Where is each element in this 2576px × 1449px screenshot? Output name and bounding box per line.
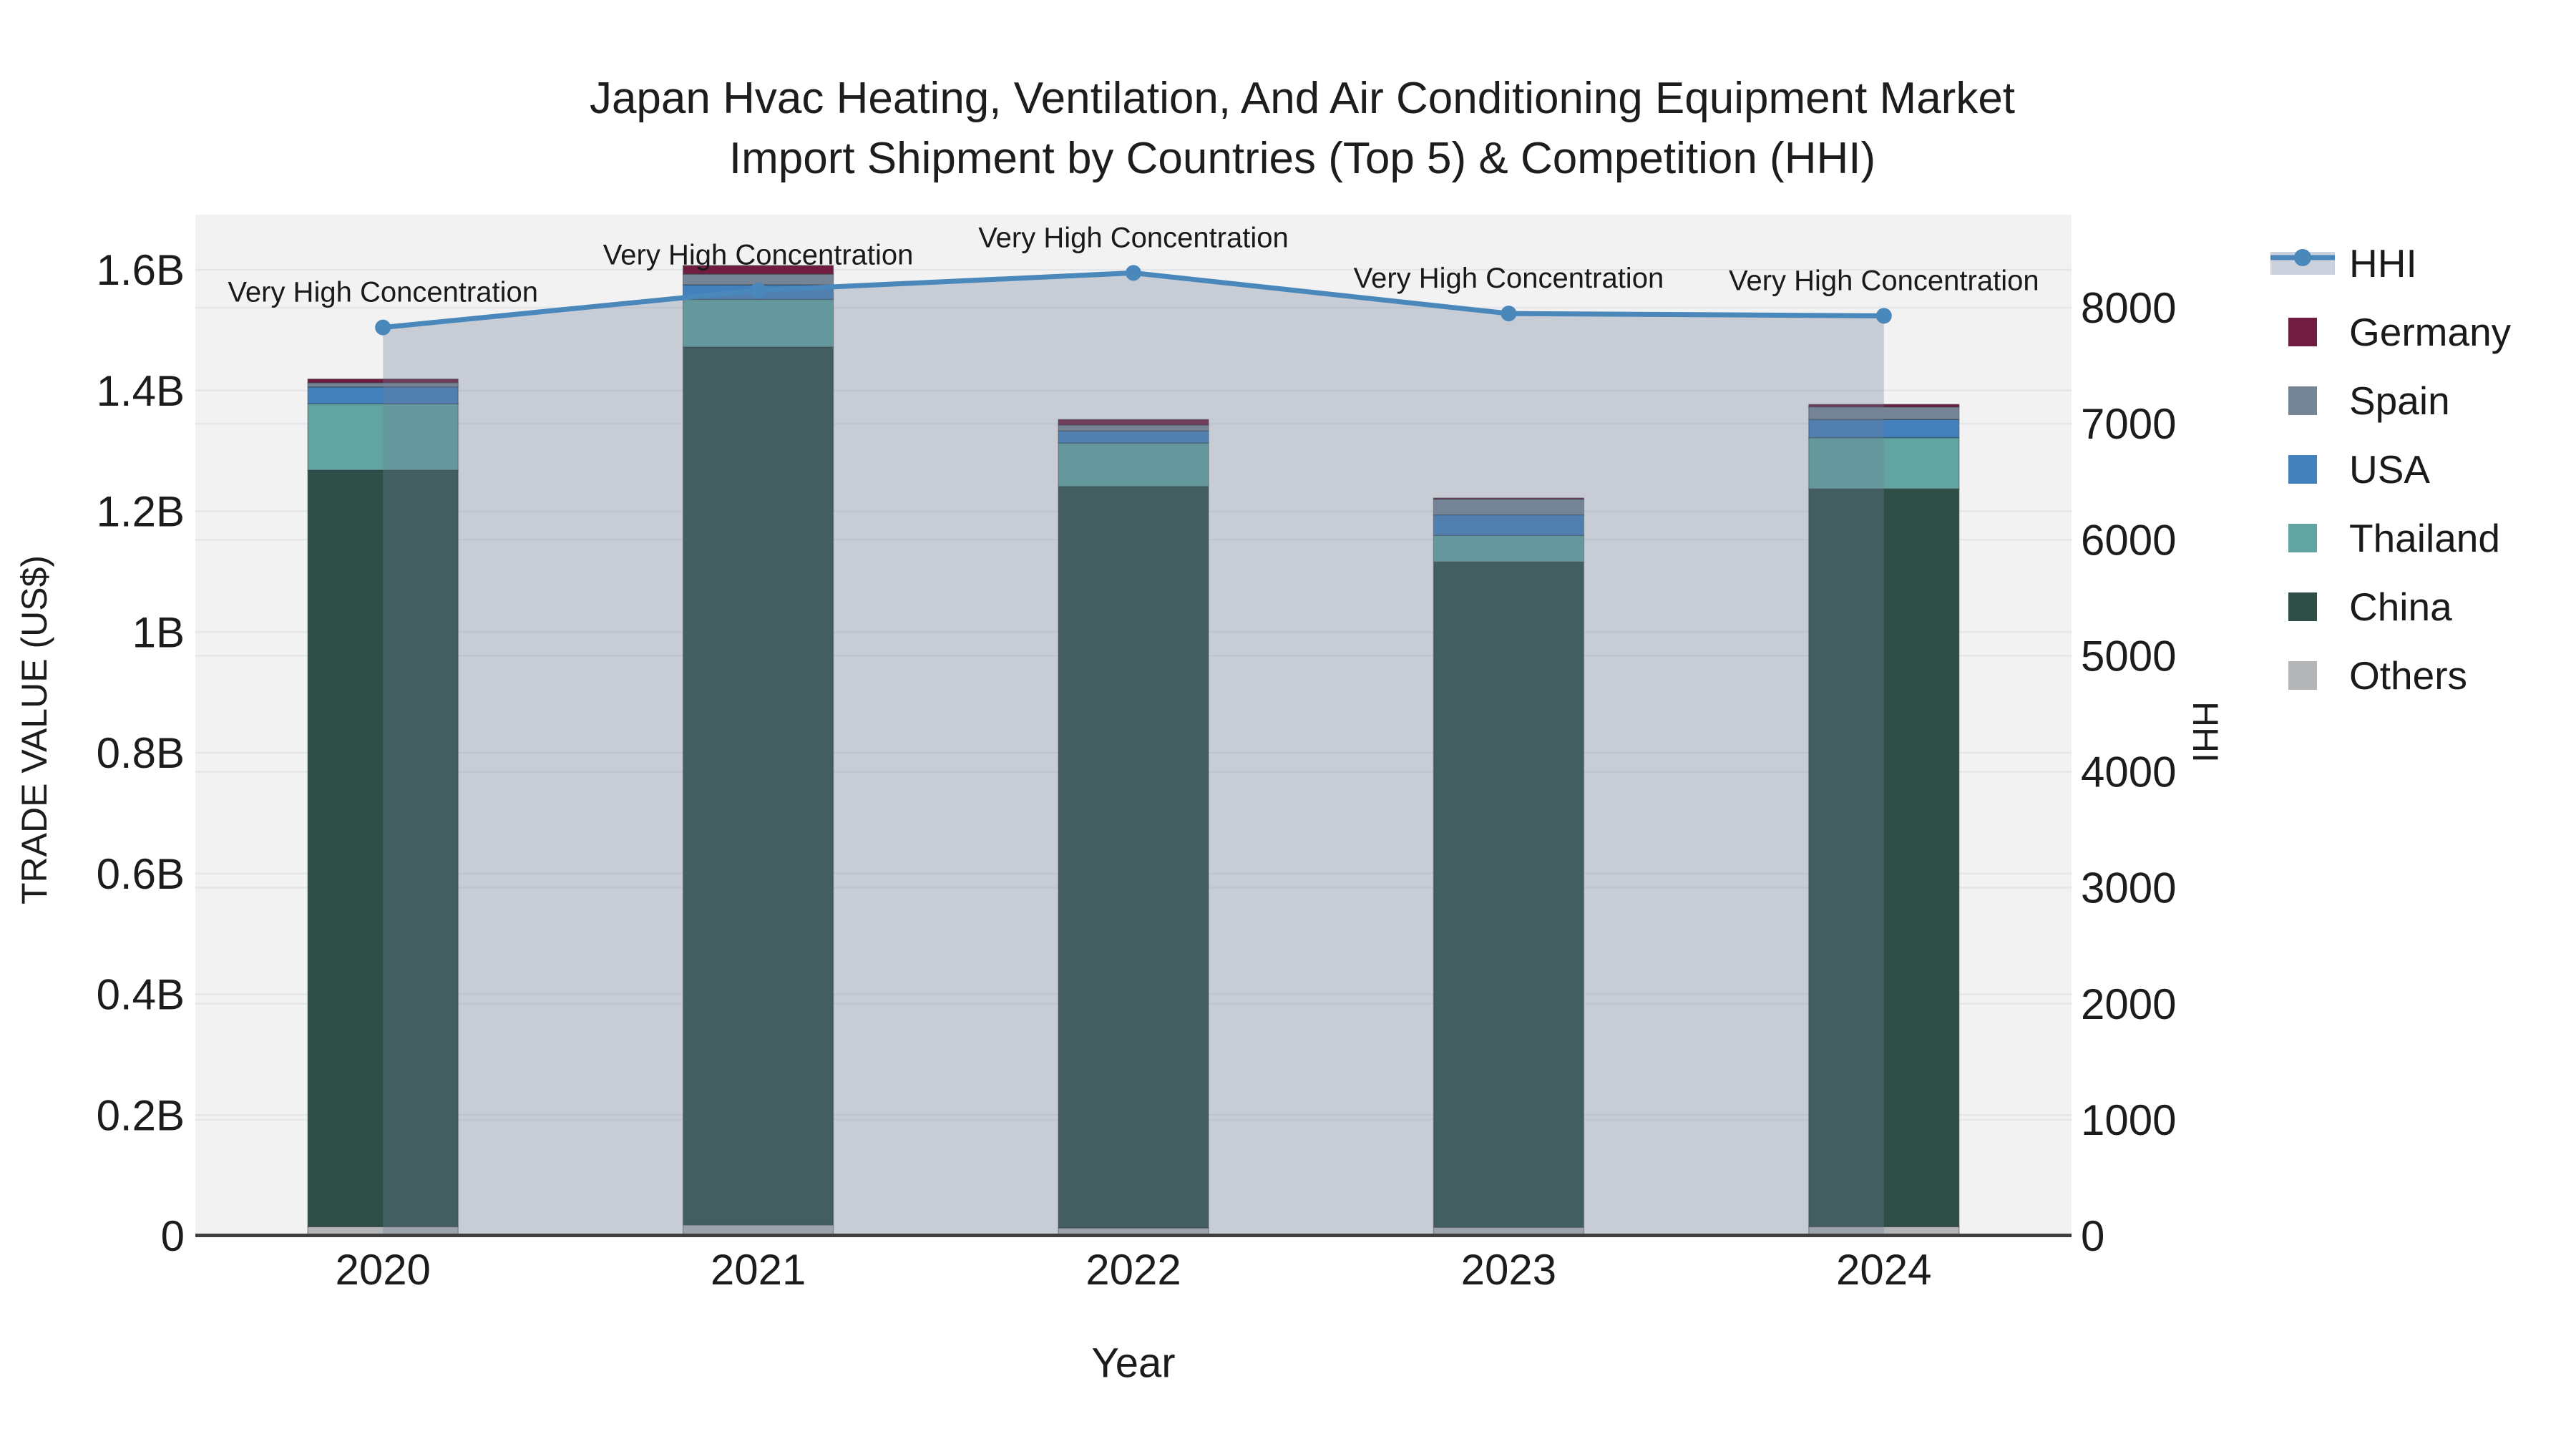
y-left-tick-0.4B: 0.4B <box>97 971 185 1019</box>
bar-segment-2023-germany[interactable] <box>1433 497 1585 500</box>
legend: HHI Germany Spain USA Thailand China Others <box>2270 0 2571 1449</box>
y-left-tick-1.6B: 1.6B <box>97 246 185 294</box>
legend-item-germany[interactable]: Germany <box>2270 298 2511 366</box>
bar-segment-2024-germany[interactable] <box>1808 404 1960 408</box>
x-tick-2020: 2020 <box>335 1246 430 1294</box>
y-left-tick-0.6B: 0.6B <box>97 850 185 898</box>
legend-item-thailand[interactable]: Thailand <box>2270 504 2500 572</box>
y-right-tick-8000: 8000 <box>2081 284 2176 332</box>
y-left-tick-1.2B: 1.2B <box>97 488 185 536</box>
chart-title: Japan Hvac Heating, Ventilation, And Air… <box>590 69 2015 189</box>
chart-title-line2: Import Shipment by Countries (Top 5) & C… <box>728 134 1876 183</box>
y-right-tick-2000: 2000 <box>2081 980 2176 1028</box>
legend-item-china[interactable]: China <box>2270 572 2452 641</box>
bar-segment-2021-germany[interactable] <box>682 265 834 275</box>
y-left-tick-1.4B: 1.4B <box>97 367 185 415</box>
x-axis-line <box>195 1234 2072 1237</box>
hhi-marker-2021[interactable] <box>750 282 766 298</box>
y-axis-title-right: HHI <box>2185 701 2225 763</box>
annotation-2023: Very High Concentration <box>1354 263 1664 294</box>
legend-swatch-icon-usa <box>2288 455 2317 484</box>
annotation-2022: Very High Concentration <box>978 222 1289 253</box>
legend-swatch-icon-germany <box>2288 318 2317 346</box>
annotation-2024: Very High Concentration <box>1729 265 2039 296</box>
y-right-tick-4000: 4000 <box>2081 748 2176 796</box>
legend-item-usa[interactable]: USA <box>2270 435 2430 504</box>
bar-segment-2022-germany[interactable] <box>1058 419 1209 426</box>
bar-segment-2022-china[interactable] <box>1058 486 1209 1229</box>
bar-segment-2023-china[interactable] <box>1433 561 1585 1228</box>
legend-label-hhi: HHI <box>2349 241 2417 286</box>
y-left-tick-0: 0 <box>161 1212 185 1260</box>
legend-swatch-icon-others <box>2288 661 2317 690</box>
legend-label-spain: Spain <box>2349 379 2450 423</box>
hhi-marker-2022[interactable] <box>1126 265 1141 281</box>
y-right-tick-5000: 5000 <box>2081 632 2176 680</box>
hhi-area-fill <box>383 273 1884 1236</box>
legend-swatch-icon-thailand <box>2288 524 2317 552</box>
y-left-tick-0.2B: 0.2B <box>97 1091 185 1139</box>
y-right-tick-1000: 1000 <box>2081 1096 2176 1144</box>
y-right-tick-0: 0 <box>2081 1212 2104 1260</box>
legend-swatch-icon-china <box>2288 592 2317 621</box>
legend-label-usa: USA <box>2349 447 2431 492</box>
y-left-tick-0.8B: 0.8B <box>97 729 185 777</box>
bar-segment-2023-usa[interactable] <box>1433 514 1585 536</box>
chart-title-line1: Japan Hvac Heating, Ventilation, And Air… <box>589 74 2016 123</box>
legend-label-others: Others <box>2349 653 2468 698</box>
x-axis-title: Year <box>1091 1340 1176 1387</box>
y-right-tick-3000: 3000 <box>2081 864 2176 912</box>
legend-item-spain[interactable]: Spain <box>2270 366 2450 435</box>
bar-segment-2022-thailand[interactable] <box>1058 442 1209 487</box>
bar-segment-2020-thailand[interactable] <box>307 403 459 471</box>
legend-item-hhi[interactable]: HHI <box>2270 229 2417 298</box>
y-right-tick-6000: 6000 <box>2081 516 2176 564</box>
hhi-line-swatch-icon <box>2270 249 2335 275</box>
bar-segment-2024-china[interactable] <box>1808 488 1960 1228</box>
x-tick-2024: 2024 <box>1836 1246 1931 1294</box>
bar-segment-2024-usa[interactable] <box>1808 419 1960 439</box>
annotation-2020: Very High Concentration <box>228 277 538 308</box>
legend-label-germany: Germany <box>2349 310 2512 354</box>
legend-label-thailand: Thailand <box>2349 516 2500 560</box>
legend-item-others[interactable]: Others <box>2270 641 2467 710</box>
x-tick-2021: 2021 <box>711 1246 806 1294</box>
bar-segment-2020-china[interactable] <box>307 469 459 1228</box>
legend-label-china: China <box>2349 585 2452 629</box>
annotation-2021: Very High Concentration <box>603 240 914 271</box>
bar-segment-2020-germany[interactable] <box>307 378 459 384</box>
y-left-tick-1B: 1B <box>132 608 185 656</box>
hhi-marker-2020[interactable] <box>375 319 391 336</box>
hhi-marker-2024[interactable] <box>1875 308 1892 324</box>
bar-segment-2021-china[interactable] <box>682 346 834 1226</box>
legend-swatch-icon-spain <box>2288 386 2317 415</box>
y-right-tick-7000: 7000 <box>2081 400 2176 448</box>
x-tick-2023: 2023 <box>1461 1246 1556 1294</box>
y-axis-title-left: TRADE VALUE (US$) <box>14 555 54 905</box>
hhi-marker-2023[interactable] <box>1501 306 1517 322</box>
x-tick-2022: 2022 <box>1085 1246 1181 1294</box>
bar-segment-2021-thailand[interactable] <box>682 298 834 348</box>
